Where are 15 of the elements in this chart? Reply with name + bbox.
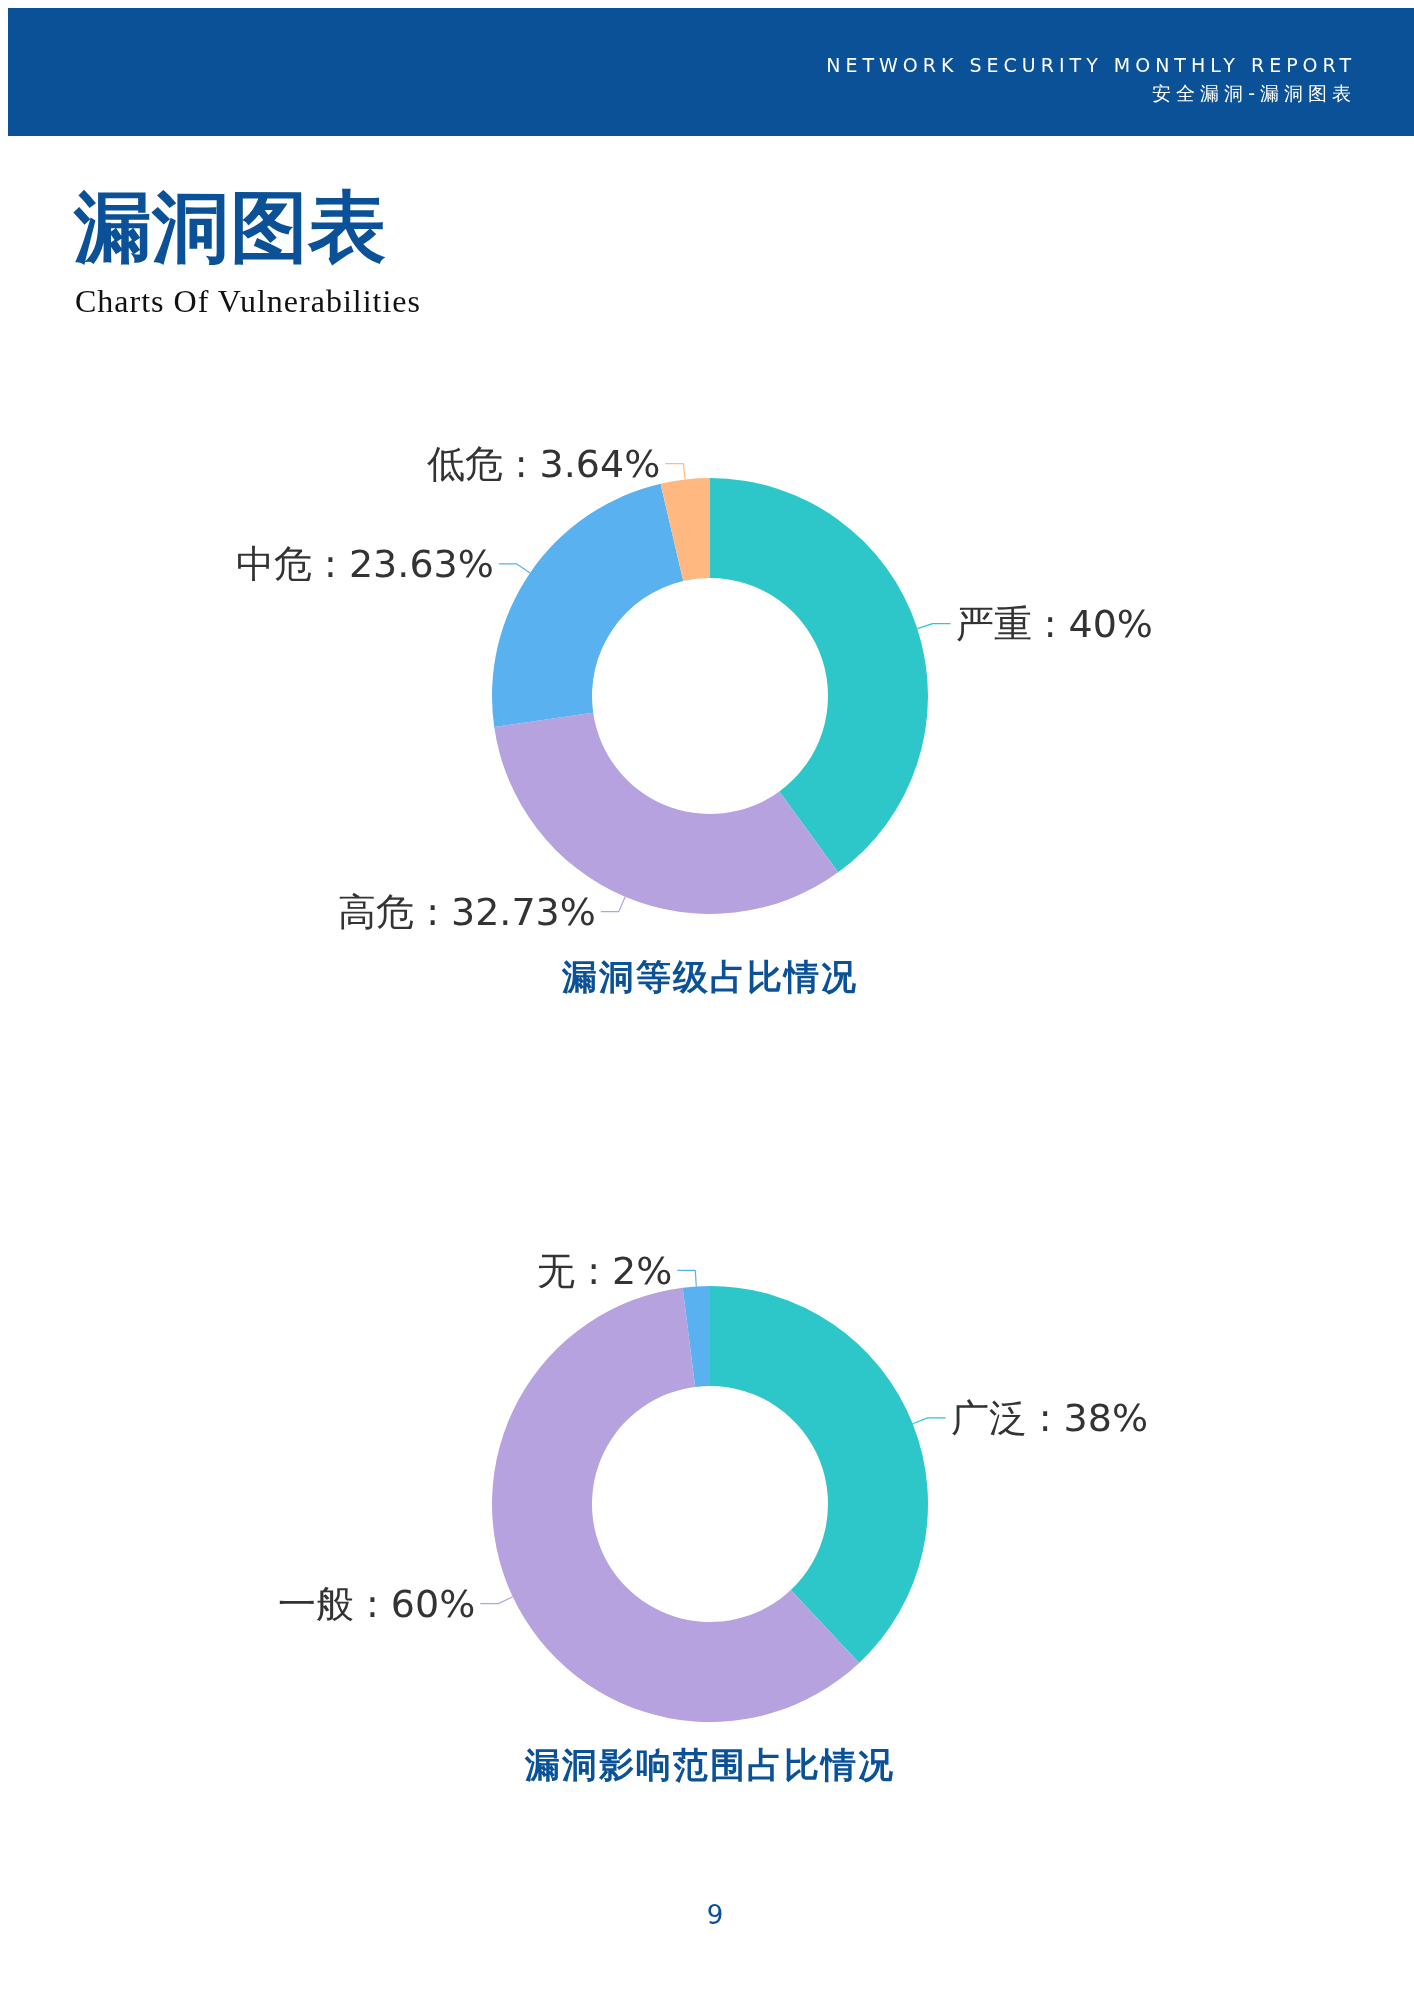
text: 安全漏洞-漏洞图表 xyxy=(1152,82,1356,104)
slice-label: 低危 : 3.64% xyxy=(426,441,661,486)
text: NETWORK SECURITY MONTHLY REPORT xyxy=(826,54,1356,76)
text: 漏洞图表 xyxy=(73,182,386,272)
text: 漏洞等级占比情况 xyxy=(561,957,858,997)
donut-slice xyxy=(492,483,684,727)
slice-label: 广泛 : 38% xyxy=(950,1396,1148,1441)
text: Charts Of Vulnerabilities xyxy=(75,283,421,319)
slice-label: 一般 : 60% xyxy=(277,1581,476,1626)
text: 9 xyxy=(706,1900,724,1930)
slice-label: 中危 : 23.63% xyxy=(235,542,494,587)
text: 漏洞影响范围占比情况 xyxy=(524,1745,895,1785)
slice-label: 严重 : 40% xyxy=(955,601,1153,646)
slice-label: 无 : 2% xyxy=(537,1248,673,1293)
slice-label: 高危 : 32.73% xyxy=(338,889,596,934)
